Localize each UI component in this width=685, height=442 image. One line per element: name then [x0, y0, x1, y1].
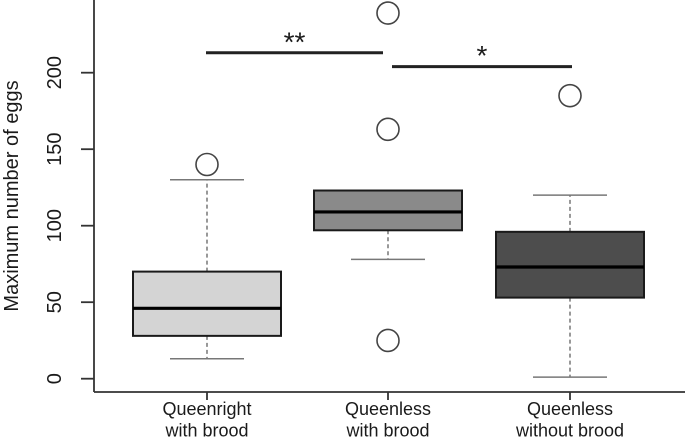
significance-bar-queenright-with-brood--queenless-with-brood: **	[206, 26, 383, 57]
x-axis-label-line1: Queenless	[345, 399, 431, 419]
outlier-point	[195, 152, 219, 177]
significance-bar-queenless-with-brood--queenless-without-brood: *	[392, 40, 572, 71]
y-axis-title: Maximum number of eggs	[1, 80, 23, 311]
x-axis-label-line2: with brood	[164, 421, 248, 441]
y-axis-tick-label: 50	[44, 291, 66, 313]
y-axis-tick-label: 100	[44, 209, 66, 242]
outlier-point	[558, 83, 582, 108]
box-iqr	[132, 270, 282, 337]
y-axis-tick-label: 150	[44, 133, 66, 166]
box-iqr	[495, 230, 645, 299]
outlier-point	[376, 1, 400, 25]
y-axis-tick-label: 200	[44, 56, 66, 89]
x-axis-label-line2: with brood	[345, 421, 429, 441]
outlier-point	[376, 328, 400, 353]
y-axis-tick-label: 0	[44, 373, 66, 384]
x-axis-label-line2: without brood	[515, 421, 624, 441]
outlier-point	[376, 117, 400, 142]
x-axis-label-line1: Queenless	[527, 399, 613, 419]
significance-label: **	[284, 26, 306, 57]
significance-label: *	[477, 40, 488, 71]
x-axis-label-line1: Queenright	[162, 399, 251, 419]
